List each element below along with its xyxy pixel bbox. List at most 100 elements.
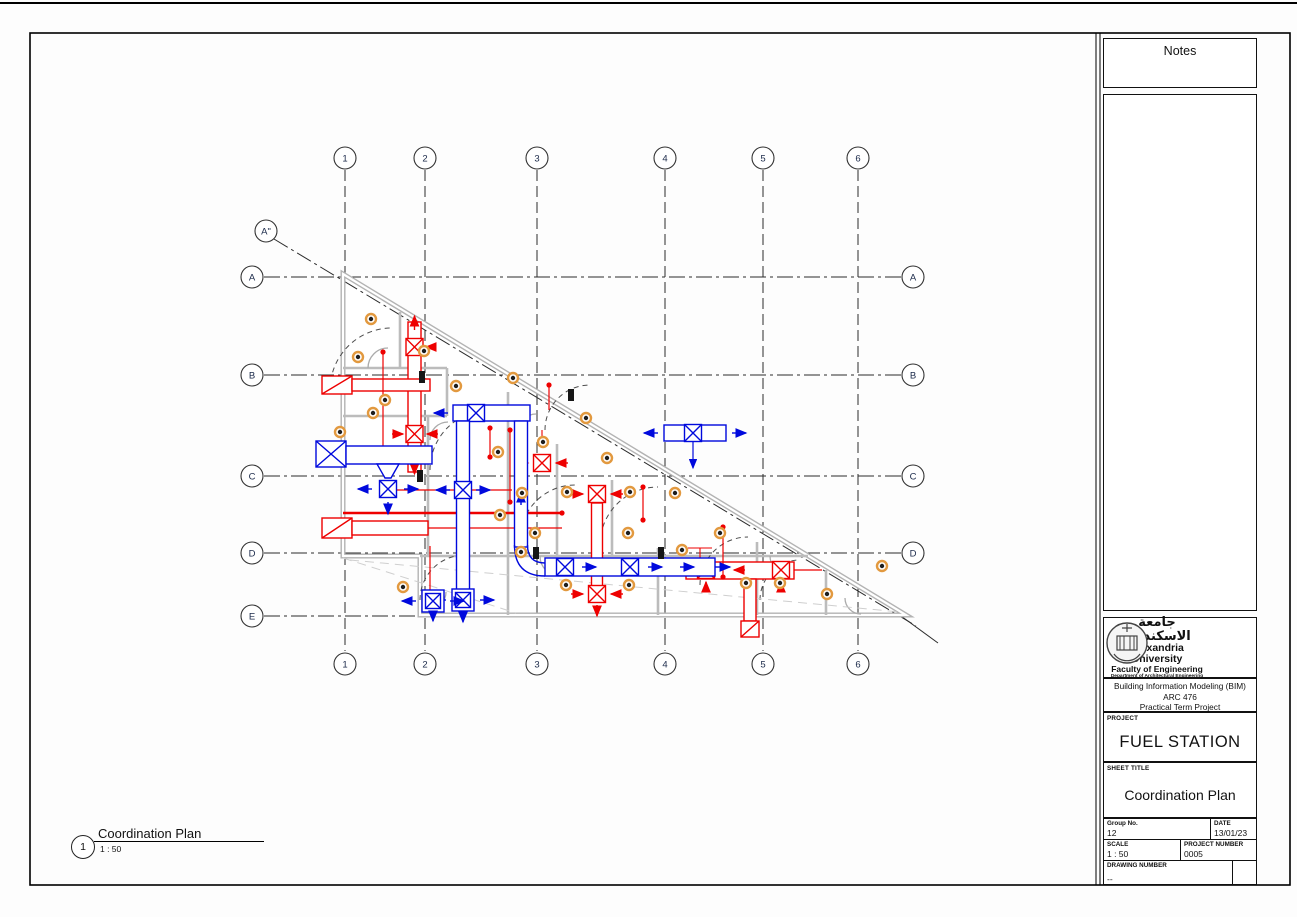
notes-box: Notes bbox=[1103, 38, 1257, 88]
scale-cell: SCALE 1 : 50 bbox=[1104, 840, 1180, 861]
svg-text:D: D bbox=[249, 549, 256, 560]
drawing-number-aux-cell bbox=[1232, 861, 1256, 884]
course-line3: Practical Term Project bbox=[1139, 702, 1221, 712]
date-value: 13/01/23 bbox=[1214, 828, 1248, 838]
detail-number-bubble: 1 bbox=[71, 835, 95, 859]
project-number-cell: PROJECT NUMBER 0005 bbox=[1180, 840, 1256, 861]
ceiling-detectors bbox=[333, 312, 889, 601]
svg-text:D: D bbox=[910, 549, 917, 560]
detector-icon bbox=[579, 411, 593, 425]
svg-text:B: B bbox=[910, 371, 916, 382]
svg-text:A: A bbox=[249, 273, 256, 284]
project-number-value: 0005 bbox=[1184, 849, 1203, 859]
detector-icon bbox=[417, 344, 431, 358]
detector-icon bbox=[396, 580, 410, 594]
viewport-scale: 1 : 50 bbox=[100, 844, 122, 854]
grid-bubble-col-1-bottom: 1 bbox=[333, 652, 357, 676]
drawing-number-row: DRAWING NUMBER -- bbox=[1103, 860, 1257, 885]
date-label: DATE bbox=[1214, 820, 1231, 827]
project-number-label: PROJECT NUMBER bbox=[1184, 841, 1244, 848]
detector-icon bbox=[333, 425, 347, 439]
detector-icon bbox=[621, 526, 635, 540]
date-cell: DATE 13/01/23 bbox=[1210, 819, 1256, 839]
detector-icon bbox=[739, 576, 753, 590]
svg-text:5: 5 bbox=[760, 154, 765, 165]
detector-icon bbox=[515, 486, 529, 500]
wall-devices bbox=[417, 371, 664, 559]
revision-box bbox=[1103, 94, 1257, 611]
svg-text:3: 3 bbox=[534, 660, 539, 671]
detector-icon bbox=[366, 406, 380, 420]
return-duct-network bbox=[315, 403, 748, 624]
viewport-title-rule bbox=[94, 841, 264, 843]
svg-text:3: 3 bbox=[534, 154, 539, 165]
svg-text:4: 4 bbox=[662, 154, 667, 165]
detector-icon bbox=[493, 508, 507, 522]
detector-icon bbox=[449, 379, 463, 393]
detector-icon bbox=[820, 587, 834, 601]
course-line1: Building Information Modeling (BIM) bbox=[1114, 681, 1246, 691]
svg-text:A": A" bbox=[261, 227, 271, 238]
drawing-number-value: -- bbox=[1107, 874, 1113, 884]
sheet-title-box: SHEET TITLE Coordination Plan bbox=[1103, 762, 1257, 818]
drawing-number-cell: DRAWING NUMBER -- bbox=[1104, 861, 1232, 884]
grid-bubble-col-6-top: 6 bbox=[846, 146, 870, 170]
grid-bubble-col-3-bottom: 3 bbox=[525, 652, 549, 676]
building-outline bbox=[340, 269, 915, 618]
project-box: PROJECT FUEL STATION bbox=[1103, 712, 1257, 762]
svg-text:6: 6 bbox=[855, 154, 860, 165]
group-label: Group No. bbox=[1107, 820, 1138, 827]
wall-device-icon bbox=[419, 371, 425, 383]
scale-number-row: SCALE 1 : 50 PROJECT NUMBER 0005 bbox=[1103, 839, 1257, 862]
grid-bubble-a-prime: A" bbox=[254, 219, 278, 243]
grid-bubble-col-4-top: 4 bbox=[653, 146, 677, 170]
grid-bubble-row-A-right: A bbox=[901, 265, 925, 289]
title-block: Notes جامعة الاسكندرية Alexandria Univer… bbox=[1103, 33, 1257, 885]
faculty-name: Faculty of Engineering bbox=[1111, 664, 1203, 675]
page-top-edge bbox=[0, 2, 1297, 4]
wall-device-icon bbox=[533, 547, 539, 559]
group-cell: Group No. 12 bbox=[1104, 819, 1210, 839]
grid-bubble-col-5-bottom: 5 bbox=[751, 652, 775, 676]
detector-icon bbox=[773, 576, 787, 590]
grid-bubble-col-4-bottom: 4 bbox=[653, 652, 677, 676]
svg-text:E: E bbox=[249, 612, 255, 623]
grid-bubble-col-2-top: 2 bbox=[413, 146, 437, 170]
svg-text:4: 4 bbox=[662, 660, 667, 671]
sheet-title: Coordination Plan bbox=[1124, 787, 1236, 803]
detector-icon bbox=[560, 485, 574, 499]
detector-icon bbox=[675, 543, 689, 557]
grid-bubble-row-B-left: B bbox=[240, 363, 264, 387]
detector-icon bbox=[875, 559, 889, 573]
group-date-row: Group No. 12 DATE 13/01/23 bbox=[1103, 818, 1257, 840]
detector-icon bbox=[713, 526, 727, 540]
scale-label: SCALE bbox=[1107, 841, 1129, 848]
course-box: Building Information Modeling (BIM) ARC … bbox=[1103, 678, 1257, 712]
detector-icon bbox=[559, 578, 573, 592]
detector-icon bbox=[600, 451, 614, 465]
sheet-border bbox=[29, 32, 1291, 886]
course-line2: ARC 476 bbox=[1163, 691, 1197, 702]
notes-label: Notes bbox=[1163, 44, 1197, 58]
grid-bubble-col-1-top: 1 bbox=[333, 146, 357, 170]
grid-bubble-row-B-right: B bbox=[901, 363, 925, 387]
grid-bubble-col-3-top: 3 bbox=[525, 146, 549, 170]
detector-icon bbox=[622, 578, 636, 592]
wall-device-icon bbox=[417, 470, 423, 482]
svg-text:1: 1 bbox=[342, 154, 347, 165]
department-name: Department of Architectural Engineering bbox=[1110, 674, 1204, 680]
svg-text:5: 5 bbox=[760, 660, 765, 671]
svg-text:6: 6 bbox=[855, 660, 860, 671]
svg-text:C: C bbox=[910, 472, 917, 483]
grid-bubble-row-E-left: E bbox=[240, 604, 264, 628]
drawing-number-label: DRAWING NUMBER bbox=[1107, 862, 1167, 869]
sheet-title-label: SHEET TITLE bbox=[1107, 765, 1150, 772]
grid-bubble-col-5-top: 5 bbox=[751, 146, 775, 170]
grid-bubble-col-6-bottom: 6 bbox=[846, 652, 870, 676]
project-name: FUEL STATION bbox=[1119, 733, 1241, 751]
svg-text:A: A bbox=[910, 273, 917, 284]
svg-text:2: 2 bbox=[422, 154, 427, 165]
svg-text:C: C bbox=[249, 472, 256, 483]
svg-text:1: 1 bbox=[342, 660, 347, 671]
